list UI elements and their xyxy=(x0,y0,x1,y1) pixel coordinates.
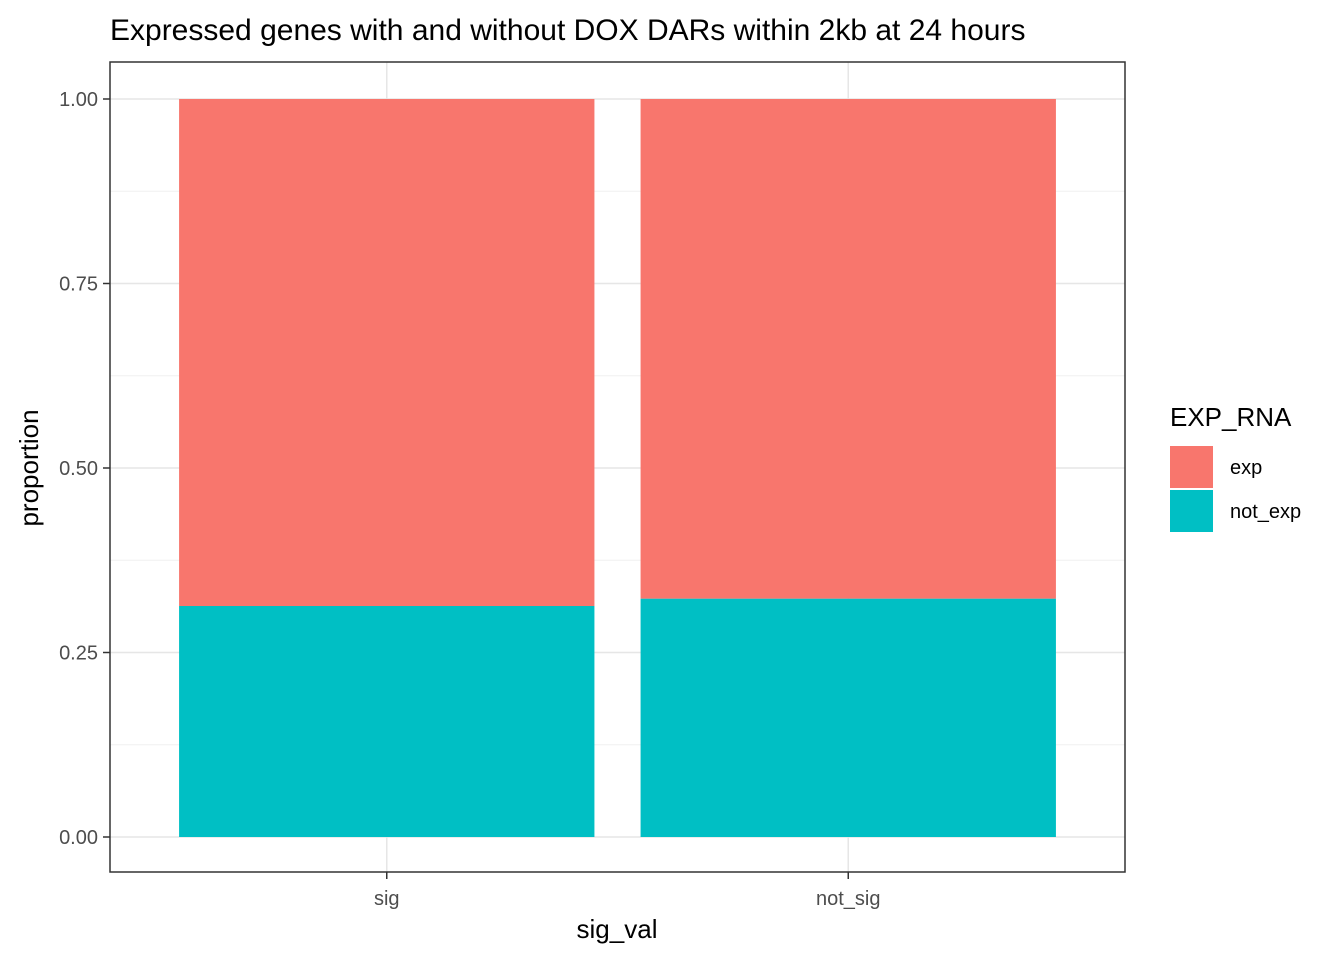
legend-label-exp: exp xyxy=(1230,457,1262,479)
x-axis-title: sig_val xyxy=(577,914,658,944)
legend-swatch-exp xyxy=(1170,446,1213,488)
x-tick-label-sig: sig xyxy=(374,888,400,910)
y-axis-title: proportion xyxy=(14,409,44,526)
legend-swatch-not_exp xyxy=(1170,490,1213,532)
legend-label-not_exp: not_exp xyxy=(1230,501,1301,523)
y-tick-label: 0.25 xyxy=(59,643,98,665)
y-tick-label: 0.00 xyxy=(59,827,98,849)
chart-title: Expressed genes with and without DOX DAR… xyxy=(110,14,1025,47)
legend-title: EXP_RNA xyxy=(1170,402,1292,432)
legend: EXP_RNA exp not_exp xyxy=(1170,402,1301,532)
bar-not_sig-exp xyxy=(640,99,1056,599)
plot-panel-border xyxy=(109,61,1126,873)
bars xyxy=(179,99,1056,837)
y-tick-label: 0.75 xyxy=(59,274,98,296)
bar-sig-not_exp xyxy=(179,606,595,837)
bar-sig-exp xyxy=(179,99,595,607)
x-axis-ticks: sig not_sig xyxy=(374,872,881,910)
y-tick-label: 1.00 xyxy=(59,89,98,111)
y-axis-ticks: 0.00 0.25 0.50 0.75 1.00 xyxy=(59,89,110,849)
x-tick-label-not_sig: not_sig xyxy=(816,888,881,910)
bar-not_sig-not_exp xyxy=(640,598,1056,837)
y-tick-label: 0.50 xyxy=(59,458,98,480)
